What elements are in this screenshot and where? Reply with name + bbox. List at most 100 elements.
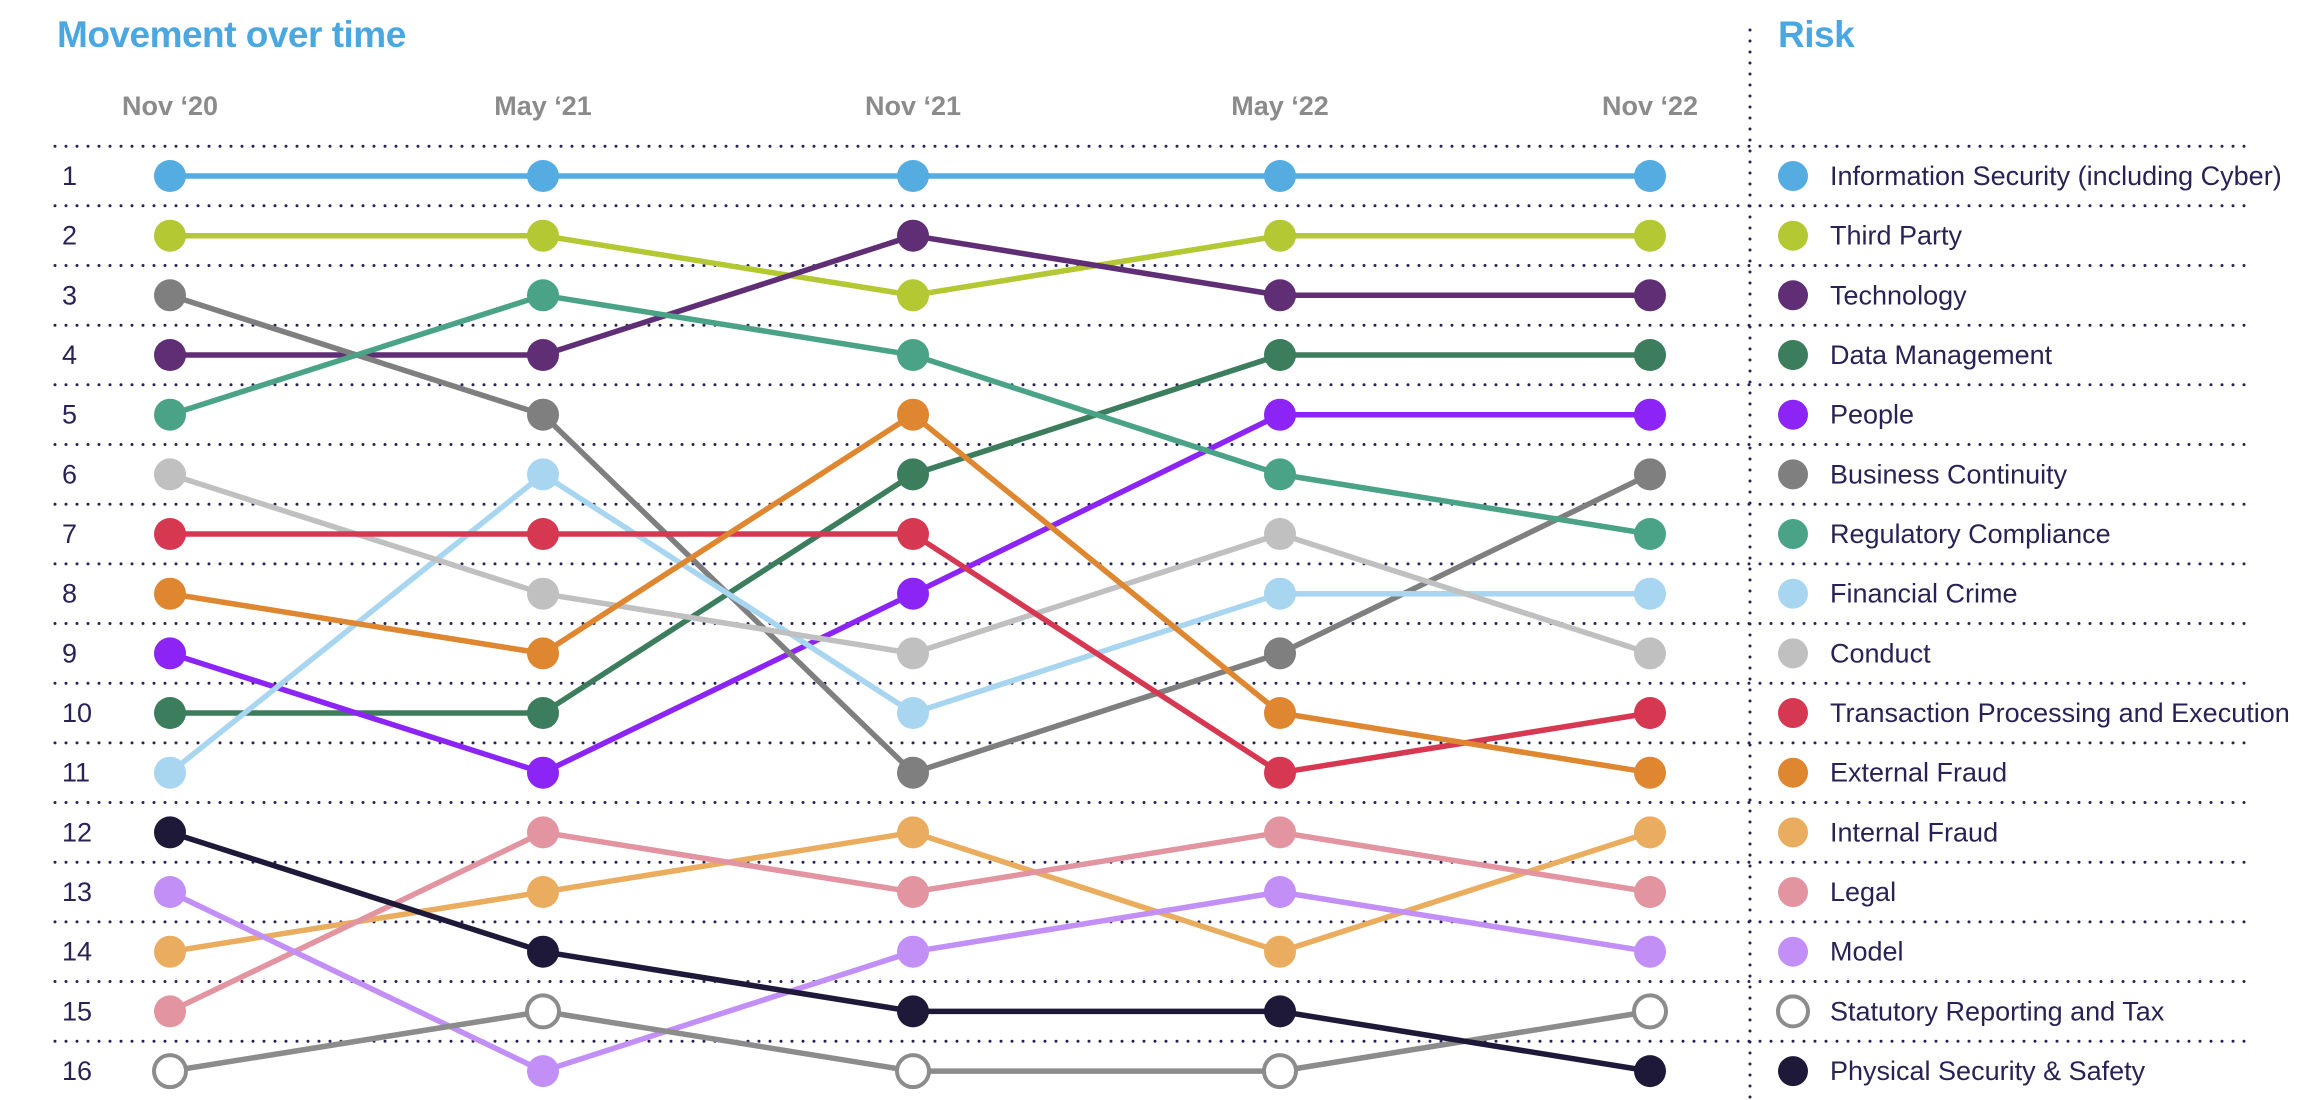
legend-dot-transaction-processing-and-execution xyxy=(1778,698,1808,728)
data-point-technology xyxy=(527,339,559,371)
data-point-technology xyxy=(1264,279,1296,312)
data-point-model xyxy=(154,876,186,908)
data-point-people xyxy=(1634,398,1666,431)
data-point-transaction-processing-and-execution xyxy=(897,518,929,550)
legend-item-transaction-processing-and-execution: Transaction Processing and Execution xyxy=(1778,698,2290,728)
data-point-internal-fraud xyxy=(897,816,929,849)
legend-item-financial-crime: Financial Crime xyxy=(1778,578,2018,609)
data-point-internal-fraud xyxy=(1634,816,1666,849)
data-point-external-fraud xyxy=(1634,756,1666,789)
data-point-transaction-processing-and-execution xyxy=(527,518,559,550)
legend-item-data-management: Data Management xyxy=(1778,340,2053,370)
legend-label: Physical Security & Safety xyxy=(1830,1056,2146,1086)
x-axis-label: Nov ‘20 xyxy=(122,91,218,121)
legend-label: Technology xyxy=(1830,280,1967,310)
data-point-information-security-including-cyber xyxy=(527,160,559,192)
data-point-statutory-reporting-and-tax xyxy=(895,1053,931,1090)
legend-dot-model xyxy=(1778,936,1808,967)
data-point-data-management xyxy=(1264,339,1296,371)
data-point-external-fraud xyxy=(154,577,186,610)
data-point-transaction-processing-and-execution xyxy=(154,518,186,550)
data-point-physical-security-safety xyxy=(154,816,186,849)
grid-lines xyxy=(53,28,2249,1100)
legend-label: External Fraud xyxy=(1830,758,2007,788)
data-point-business-continuity xyxy=(897,756,929,789)
x-axis-label: May ‘21 xyxy=(494,91,592,121)
data-point-information-security-including-cyber xyxy=(1264,160,1296,192)
rank-label: 12 xyxy=(62,817,92,847)
data-point-transaction-processing-and-execution xyxy=(1264,756,1296,789)
legend-dot-conduct xyxy=(1778,638,1808,669)
series-points xyxy=(152,160,1668,1090)
data-point-third-party xyxy=(154,219,186,252)
legend-item-external-fraud: External Fraud xyxy=(1778,757,2007,788)
data-point-conduct xyxy=(897,637,929,670)
legend-item-information-security-including-cyber: Information Security (including Cyber) xyxy=(1778,161,2282,191)
rank-label: 2 xyxy=(62,221,77,251)
data-point-business-continuity xyxy=(1264,637,1296,670)
legend-dot-regulatory-compliance xyxy=(1778,519,1808,549)
data-point-financial-crime xyxy=(1264,577,1296,610)
legend-item-technology: Technology xyxy=(1778,280,1967,311)
data-point-financial-crime xyxy=(1634,577,1666,610)
data-point-conduct xyxy=(527,577,559,610)
data-point-information-security-including-cyber xyxy=(154,160,186,192)
rank-label: 7 xyxy=(62,519,77,549)
legend-item-regulatory-compliance: Regulatory Compliance xyxy=(1778,519,2111,549)
data-point-conduct xyxy=(1264,518,1296,550)
legend-label: Data Management xyxy=(1830,340,2053,370)
legend-label: Regulatory Compliance xyxy=(1830,519,2111,549)
data-point-data-management xyxy=(527,697,559,729)
data-point-third-party xyxy=(897,279,929,312)
legend-dot-data-management xyxy=(1778,340,1808,370)
data-point-financial-crime xyxy=(897,697,929,729)
data-point-statutory-reporting-and-tax xyxy=(525,993,561,1030)
data-point-external-fraud xyxy=(1264,697,1296,729)
data-point-financial-crime xyxy=(154,756,186,789)
legend-label: Internal Fraud xyxy=(1830,817,1998,847)
legend-label: Transaction Processing and Execution xyxy=(1830,698,2290,728)
rank-label: 11 xyxy=(62,758,90,788)
legend-item-model: Model xyxy=(1778,936,1904,967)
data-point-conduct xyxy=(154,458,186,491)
rank-label: 8 xyxy=(62,579,77,609)
rank-label: 3 xyxy=(62,280,77,310)
data-point-regulatory-compliance xyxy=(527,279,559,312)
data-point-regulatory-compliance xyxy=(1264,458,1296,491)
legend-label: Information Security (including Cyber) xyxy=(1830,161,2282,191)
data-point-statutory-reporting-and-tax xyxy=(1262,1053,1298,1090)
rank-label: 13 xyxy=(62,877,92,907)
data-point-technology xyxy=(154,339,186,371)
legend-label: Conduct xyxy=(1830,638,1931,668)
legend-item-third-party: Third Party xyxy=(1778,220,1963,251)
data-point-legal xyxy=(1264,816,1296,849)
x-axis-label: May ‘22 xyxy=(1231,91,1329,121)
legend-label: Statutory Reporting and Tax xyxy=(1830,996,2165,1026)
legend-dot-statutory-reporting-and-tax xyxy=(1776,994,1810,1029)
rank-label: 14 xyxy=(62,937,92,967)
rank-label: 6 xyxy=(62,459,77,489)
legend-label: Model xyxy=(1830,937,1904,967)
rank-label: 5 xyxy=(62,400,77,430)
rank-label: 15 xyxy=(62,996,92,1026)
legend-dot-business-continuity xyxy=(1778,459,1808,490)
data-point-technology xyxy=(897,219,929,252)
legend-dot-people xyxy=(1778,399,1808,430)
data-point-legal xyxy=(154,995,186,1028)
legend-label: Business Continuity xyxy=(1830,459,2068,489)
data-point-third-party xyxy=(1264,219,1296,252)
data-point-external-fraud xyxy=(897,398,929,431)
legend-item-statutory-reporting-and-tax: Statutory Reporting and Tax xyxy=(1776,994,2165,1029)
data-point-data-management xyxy=(1634,339,1666,371)
legend-dot-external-fraud xyxy=(1778,757,1808,788)
legend-dot-financial-crime xyxy=(1778,578,1808,609)
data-point-internal-fraud xyxy=(527,876,559,908)
data-point-business-continuity xyxy=(1634,458,1666,491)
legend-item-people: People xyxy=(1778,399,1914,430)
legend: Information Security (including Cyber) Th… xyxy=(1776,161,2290,1087)
data-point-physical-security-safety xyxy=(1264,995,1296,1028)
data-point-regulatory-compliance xyxy=(897,339,929,371)
